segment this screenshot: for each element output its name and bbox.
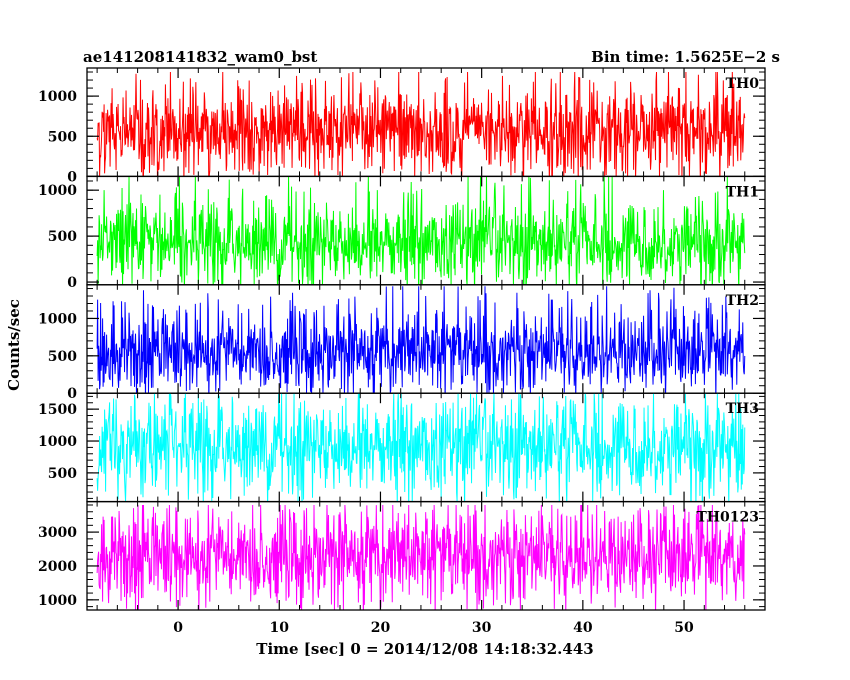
panel-label-th0: TH0: [726, 76, 760, 92]
y-tick-label: 1000: [38, 311, 77, 327]
x-tick-label: 40: [573, 620, 593, 636]
x-axis: 0 10 20 30 40 50: [173, 620, 694, 636]
panel-label-th0123: TH0123: [696, 510, 759, 526]
y-tick-label: 500: [48, 229, 77, 245]
y-tick-label: 0: [67, 169, 77, 185]
x-tick-label: 20: [371, 620, 391, 636]
y-tick-label: 0: [67, 386, 77, 402]
bin-time-label: Bin time: 1.5625E−2 s: [591, 48, 780, 66]
panel-label-th1: TH1: [726, 184, 759, 200]
y-tick-label: 1000: [38, 434, 77, 450]
y-axis-label: Counts/sec: [5, 299, 23, 391]
series-line-th0: [96, 71, 746, 177]
series-line-th2: [96, 286, 746, 394]
y-tick-label: 500: [48, 466, 77, 482]
y-tick-label: 500: [48, 349, 77, 365]
y-tick-label: 2000: [38, 559, 77, 575]
x-tick-label: 30: [472, 620, 492, 636]
y-tick-label: 3000: [38, 525, 77, 541]
x-tick-label: 0: [173, 620, 183, 636]
y-tick-label: 1000: [38, 183, 77, 199]
series-line-th0123: [96, 504, 746, 611]
panel-th0: 0 500 1000 TH0: [38, 67, 766, 185]
panel-label-th3: TH3: [726, 401, 759, 417]
series-line-th1: [96, 176, 746, 285]
panel-th0123: 1000 2000 3000 TH0123: [38, 500, 766, 611]
panel-th2: 0 500 1000 TH2: [38, 284, 766, 402]
panels-group: 0 500 1000 TH0 0 500 1000 TH1 0 500 1000 TH2 500 1000…: [38, 67, 766, 611]
panel-label-th2: TH2: [726, 293, 759, 309]
x-axis-label: Time [sec] 0 = 2014/12/08 14:18:32.443: [256, 640, 593, 658]
x-tick-label: 10: [270, 620, 290, 636]
chart-title: ae141208141832_wam0_bst: [83, 48, 317, 66]
series-line-th3: [96, 393, 746, 502]
panel-th3: 500 1000 1500 TH3: [38, 392, 766, 503]
y-tick-label: 1000: [38, 593, 77, 609]
y-tick-label: 1000: [38, 89, 77, 105]
x-tick-label: 50: [674, 620, 694, 636]
panel-th1: 0 500 1000 TH1: [38, 175, 766, 291]
y-tick-label: 1500: [38, 402, 77, 418]
y-tick-label: 500: [48, 129, 77, 145]
panel-frame: [86, 500, 766, 611]
y-tick-label: 0: [67, 275, 77, 291]
